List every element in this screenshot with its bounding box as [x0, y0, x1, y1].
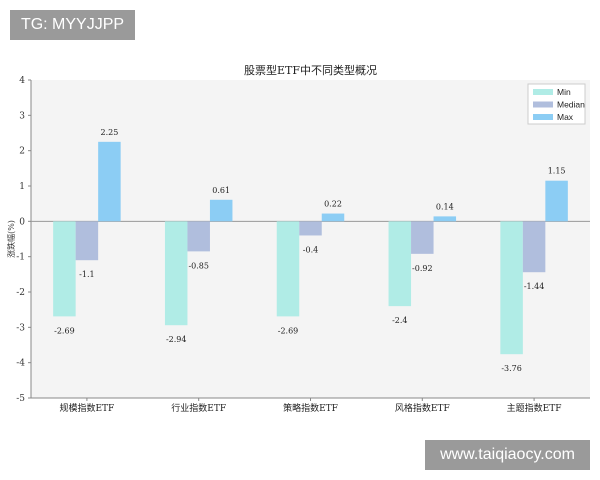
legend-swatch-min — [533, 89, 553, 95]
data-label: -2.4 — [392, 316, 407, 325]
bar-median — [187, 221, 210, 252]
data-label: 2.25 — [100, 128, 118, 137]
y-tick-label: -4 — [16, 359, 25, 369]
y-tick-label: -2 — [16, 288, 25, 298]
bar-min — [276, 221, 300, 317]
plot-area — [31, 80, 590, 398]
bar-median — [411, 221, 434, 254]
data-label: 0.22 — [324, 200, 342, 209]
data-label: -2.69 — [54, 326, 75, 335]
data-label: -0.92 — [412, 264, 433, 273]
bar-max — [433, 216, 457, 222]
y-tick-label: 0 — [19, 217, 25, 227]
chart-title: 股票型ETF中不同类型概况 — [244, 63, 377, 77]
y-tick-label: 1 — [19, 182, 25, 192]
x-tick-label: 风格指数ETF — [395, 402, 450, 414]
y-tick-label: 4 — [19, 76, 25, 86]
x-tick-label: 主题指数ETF — [507, 402, 562, 414]
x-tick-label: 策略指数ETF — [283, 402, 338, 414]
y-tick-label: -1 — [16, 253, 25, 263]
x-tick-label: 规模指数ETF — [59, 402, 114, 414]
data-label: 1.15 — [548, 167, 566, 176]
data-label: -2.94 — [166, 335, 187, 344]
bar-median — [75, 221, 99, 261]
legend-label: Max — [557, 112, 574, 122]
y-axis-label: 涨跌幅(%) — [6, 220, 16, 258]
legend-label: Min — [557, 87, 571, 97]
bar-max — [321, 213, 345, 222]
watermark-bottom-right: www.taiqiaocy.com — [425, 440, 590, 470]
y-tick-label: -5 — [16, 394, 25, 404]
watermark-top-left: TG: MYYJJPP — [10, 10, 135, 40]
legend-swatch-median — [533, 101, 553, 108]
bar-max — [545, 180, 568, 222]
bar-median — [522, 221, 546, 273]
legend-swatch-max — [533, 114, 553, 120]
bar-max — [98, 141, 121, 222]
data-label: -1.1 — [79, 270, 94, 279]
bar-median — [299, 221, 322, 236]
data-label: -1.44 — [524, 282, 545, 291]
data-label: -3.76 — [501, 364, 522, 373]
data-label: -0.4 — [303, 245, 318, 254]
y-tick-label: 3 — [19, 111, 25, 121]
bar-max — [209, 199, 233, 222]
legend-label: Median — [557, 100, 585, 110]
data-label: -0.85 — [188, 261, 209, 270]
bar-min — [500, 221, 523, 355]
data-label: 0.14 — [436, 202, 454, 211]
data-label: -2.69 — [278, 326, 299, 335]
bar-min — [388, 221, 412, 307]
bar-min — [164, 221, 188, 326]
y-tick-label: -3 — [16, 323, 25, 333]
x-tick-label: 行业指数ETF — [171, 402, 226, 414]
bar-min — [53, 221, 76, 317]
data-label: 0.61 — [212, 186, 230, 195]
y-tick-label: 2 — [19, 147, 25, 157]
